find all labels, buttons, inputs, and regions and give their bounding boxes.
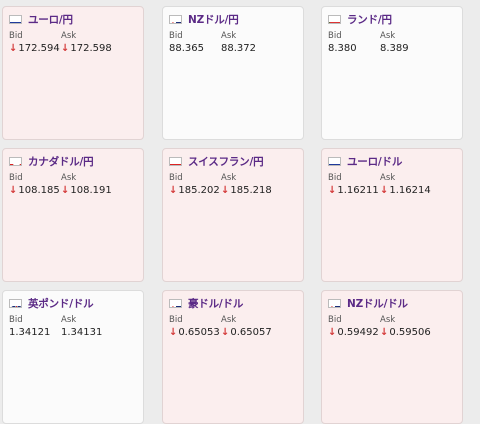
ask-value: ↓108.191 <box>61 185 112 196</box>
bid-value: ↓1.16211 <box>328 185 379 196</box>
currency-pair-card[interactable]: 0.6520.6510.655:008:0010:0012:00 豪ドル/ドル Bi… <box>162 290 304 424</box>
ask-value: 88.372 <box>221 43 256 54</box>
price-chart[interactable] <box>11 201 137 281</box>
ask-label: Ask <box>221 173 236 183</box>
bid-label: Bid <box>169 315 183 325</box>
ask-label: Ask <box>221 315 236 325</box>
currency-pair-card[interactable]: 185.6185.4185.21855:008:0010:0012:00 スイスフ… <box>162 148 304 282</box>
bid-value: ↓108.185 <box>9 185 60 196</box>
ask-label: Ask <box>61 173 76 183</box>
currency-pair-name[interactable]: NZドル/ドル <box>347 296 408 311</box>
currency-pair-name[interactable]: ユーロ/ドル <box>347 154 402 169</box>
card-header[interactable]: 0.5970.5960.5950.5945:008:0010:0012:00 NZ… <box>328 295 408 311</box>
flag-icon: 1.3441.3431.3421.3415:008:0010:0012:00 <box>9 299 22 308</box>
ask-value: ↓172.598 <box>61 43 112 54</box>
down-arrow-icon: ↓ <box>221 327 229 338</box>
down-arrow-icon: ↓ <box>61 43 69 54</box>
down-arrow-icon: ↓ <box>61 185 69 196</box>
currency-pair-name[interactable]: NZドル/円 <box>188 12 239 27</box>
ask-value: 1.34131 <box>61 327 102 338</box>
flag-icon: 8.48.385:008:0010:0012:00 <box>328 15 341 24</box>
ask-value: 8.389 <box>380 43 409 54</box>
currency-pair-card[interactable]: 173172.8172.6172.45:008:0010:0012:00 ユーロ/… <box>2 6 144 140</box>
currency-pair-card[interactable]: 1.1641.1631.1625:008:0010:0012:00 ユーロ/ドル B… <box>321 148 463 282</box>
down-arrow-icon: ↓ <box>380 327 388 338</box>
currency-pair-name[interactable]: カナダドル/円 <box>28 154 93 169</box>
currency-pair-name[interactable]: ユーロ/円 <box>28 12 73 27</box>
currency-pair-card[interactable]: 8.48.385:008:0010:0012:00 ランド/円 Bid Ask 8.38… <box>321 6 463 140</box>
bid-label: Bid <box>169 31 183 41</box>
ask-label: Ask <box>380 173 395 183</box>
ask-label: Ask <box>61 31 76 41</box>
flag-icon: 88.688.488.25:008:0010:0012:00 <box>169 15 182 24</box>
price-chart[interactable] <box>330 343 456 423</box>
ask-value: ↓185.218 <box>221 185 272 196</box>
currency-pair-card[interactable]: 1.3441.3431.3421.3415:008:0010:0012:00 英ポ… <box>2 290 144 424</box>
down-arrow-icon: ↓ <box>9 185 17 196</box>
flag-icon: 1.1641.1631.1625:008:0010:0012:00 <box>328 157 341 166</box>
currency-pair-name[interactable]: ランド/円 <box>347 12 392 27</box>
bid-label: Bid <box>9 315 23 325</box>
card-header[interactable]: 1.1641.1631.1625:008:0010:0012:00 ユーロ/ドル <box>328 153 402 169</box>
bid-label: Bid <box>9 173 23 183</box>
currency-pair-name[interactable]: スイスフラン/円 <box>188 154 263 169</box>
flag-icon: 173172.8172.6172.45:008:0010:0012:00 <box>9 15 22 24</box>
ask-value: ↓0.65057 <box>221 327 272 338</box>
ask-label: Ask <box>380 315 395 325</box>
bid-label: Bid <box>328 173 342 183</box>
ask-label: Ask <box>61 315 76 325</box>
card-header[interactable]: 108.4108.3108.2108.15:008:0010:0012:00 カナ… <box>9 153 93 169</box>
currency-pair-card[interactable]: 0.5970.5960.5950.5945:008:0010:0012:00 NZ… <box>321 290 463 424</box>
price-chart[interactable] <box>330 201 456 281</box>
down-arrow-icon: ↓ <box>380 185 388 196</box>
ask-value: ↓0.59506 <box>380 327 431 338</box>
bid-value: ↓0.59492 <box>328 327 379 338</box>
card-header[interactable]: 173172.8172.6172.45:008:0010:0012:00 ユーロ/… <box>9 11 73 27</box>
price-chart[interactable] <box>11 343 137 423</box>
card-header[interactable]: 185.6185.4185.21855:008:0010:0012:00 スイスフ… <box>169 153 263 169</box>
bid-label: Bid <box>169 173 183 183</box>
currency-pair-card[interactable]: 108.4108.3108.2108.15:008:0010:0012:00 カナ… <box>2 148 144 282</box>
bid-label: Bid <box>328 31 342 41</box>
bid-label: Bid <box>328 315 342 325</box>
bid-value: ↓0.65053 <box>169 327 220 338</box>
down-arrow-icon: ↓ <box>9 43 17 54</box>
down-arrow-icon: ↓ <box>221 185 229 196</box>
currency-pair-name[interactable]: 豪ドル/ドル <box>188 296 243 311</box>
bid-value: ↓185.202 <box>169 185 220 196</box>
bid-value: 88.365 <box>169 43 204 54</box>
price-chart[interactable] <box>171 201 297 281</box>
down-arrow-icon: ↓ <box>328 327 336 338</box>
card-header[interactable]: 1.3441.3431.3421.3415:008:0010:0012:00 英ポ… <box>9 295 93 311</box>
currency-pair-card[interactable]: 88.688.488.25:008:0010:0012:00 NZドル/円 Bid A… <box>162 6 304 140</box>
card-header[interactable]: 8.48.385:008:0010:0012:00 ランド/円 <box>328 11 392 27</box>
ask-value: ↓1.16214 <box>380 185 431 196</box>
price-chart[interactable] <box>330 59 456 139</box>
price-chart[interactable] <box>11 59 137 139</box>
bid-value: 1.34121 <box>9 327 50 338</box>
down-arrow-icon: ↓ <box>169 185 177 196</box>
bid-value: ↓172.594 <box>9 43 60 54</box>
down-arrow-icon: ↓ <box>328 185 336 196</box>
fx-rate-grid: 173172.8172.6172.45:008:0010:0012:00 ユーロ/… <box>0 0 480 410</box>
card-header[interactable]: 88.688.488.25:008:0010:0012:00 NZドル/円 <box>169 11 239 27</box>
flag-icon: 185.6185.4185.21855:008:0010:0012:00 <box>169 157 182 166</box>
bid-value: 8.380 <box>328 43 357 54</box>
down-arrow-icon: ↓ <box>169 327 177 338</box>
flag-icon: 108.4108.3108.2108.15:008:0010:0012:00 <box>9 157 22 166</box>
bid-label: Bid <box>9 31 23 41</box>
ask-label: Ask <box>221 31 236 41</box>
price-chart[interactable] <box>171 59 297 139</box>
currency-pair-name[interactable]: 英ポンド/ドル <box>28 296 93 311</box>
flag-icon: 0.5970.5960.5950.5945:008:0010:0012:00 <box>328 299 341 308</box>
price-chart[interactable] <box>171 343 297 423</box>
card-header[interactable]: 0.6520.6510.655:008:0010:0012:00 豪ドル/ドル <box>169 295 243 311</box>
flag-icon: 0.6520.6510.655:008:0010:0012:00 <box>169 299 182 308</box>
ask-label: Ask <box>380 31 395 41</box>
